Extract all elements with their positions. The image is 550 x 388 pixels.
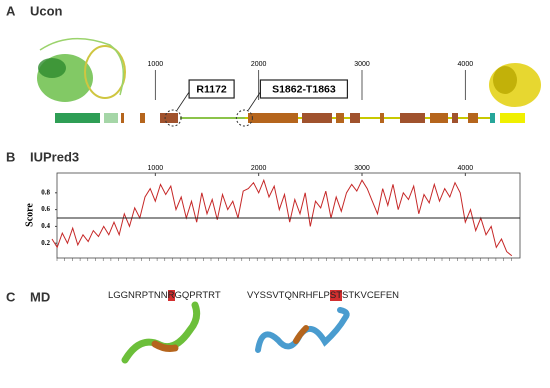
axis-tick-label: 1000	[148, 61, 164, 68]
x-tick-label: 2000	[251, 165, 267, 172]
y-tick-label: 0.2	[41, 239, 50, 247]
axis-tick-label: 4000	[458, 61, 474, 68]
structure-right	[489, 63, 541, 107]
panel-title: Ucon	[30, 3, 63, 18]
panel-title: MD	[30, 289, 50, 304]
site-label: R1172	[196, 83, 227, 95]
sequence: LGGNRPTNNRGQPRTRT	[108, 290, 221, 301]
structure-left	[37, 37, 126, 102]
score-line	[51, 178, 513, 257]
sequence-site: ST	[329, 290, 343, 301]
y-axis-label: Score	[24, 203, 35, 227]
plot-frame	[56, 172, 521, 259]
site-label: S1862-T1863	[272, 83, 336, 95]
site-leader	[176, 91, 190, 111]
axis-tick-label: 3000	[354, 61, 370, 68]
site-marker	[235, 109, 253, 127]
x-tick-label: 1000	[148, 165, 164, 172]
panel-label: B	[6, 149, 15, 164]
sequence: VYSSVTQNRHFLPSTSTKVCEFEN	[247, 290, 399, 301]
y-tick-label: 0.4	[41, 222, 50, 230]
site-box	[188, 79, 235, 99]
y-tick-label: 0.6	[41, 205, 50, 213]
site-box	[259, 79, 349, 99]
domain-bar	[55, 113, 525, 123]
site-leader	[248, 91, 261, 111]
sequence-text: VYSSVTQNRHFLP	[247, 290, 330, 301]
sequence-site: R	[167, 290, 175, 301]
x-tick-label: 4000	[458, 165, 474, 172]
sequence-text: LGGNRPTNN	[108, 290, 168, 301]
panel-label: C	[6, 289, 16, 304]
site-marker	[164, 109, 182, 127]
axis-tick-label: 2000	[251, 61, 267, 68]
panel-label: A	[6, 3, 16, 18]
sequence-text: GQPRTRT	[174, 290, 221, 301]
panel-title: IUPred3	[30, 149, 79, 164]
y-tick-label: 0.8	[41, 188, 50, 196]
md-structure	[121, 301, 350, 364]
sequence-text: STKVCEFEN	[342, 290, 400, 301]
x-tick-label: 3000	[354, 165, 370, 172]
